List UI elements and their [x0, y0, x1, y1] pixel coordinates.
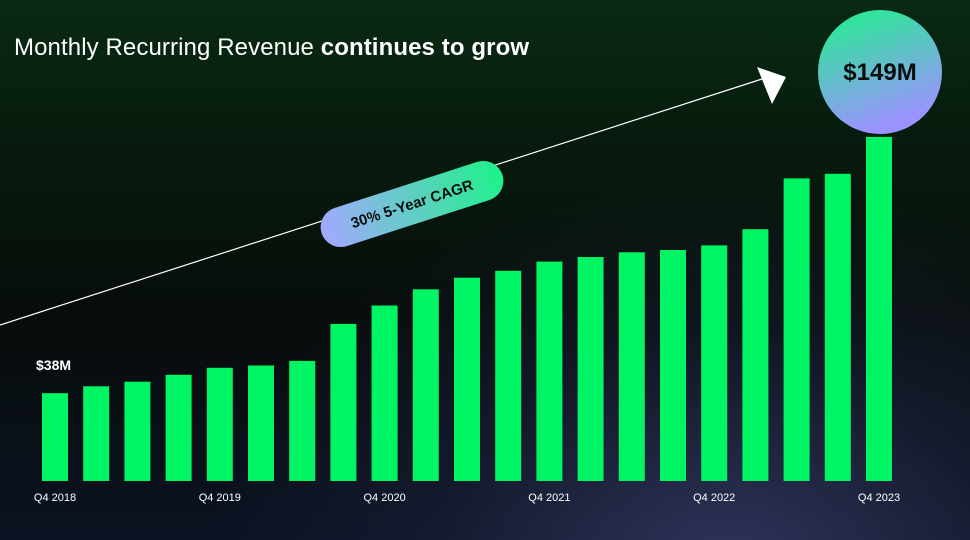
bar-q4-2020 — [371, 305, 398, 481]
bar-q3-2020 — [330, 323, 357, 481]
final-value-bubble-circle — [818, 10, 942, 134]
x-tick-label: Q4 2020 — [363, 492, 405, 504]
bar-q4-2023 — [866, 136, 892, 481]
bar-series — [42, 136, 892, 482]
x-tick-label: Q4 2021 — [528, 492, 570, 504]
first-value-label: $38M — [36, 357, 71, 373]
x-axis-ticks: Q4 2018 Q4 2019 Q4 2020 Q4 2021 Q4 2022 Q4 20… — [34, 492, 900, 504]
bar-q3-2022 — [660, 250, 686, 481]
bar-q3-2023 — [824, 173, 851, 482]
cagr-pill-background — [320, 160, 504, 248]
trend-arrow-icon — [757, 67, 786, 104]
bar-q2-2019 — [124, 381, 151, 481]
bar-q4-2022 — [701, 245, 728, 481]
title-regular: Monthly Recurring Revenue — [14, 34, 321, 61]
page-title: Monthly Recurring Revenue continues to g… — [14, 34, 529, 62]
bar-q4-2018 — [42, 393, 68, 481]
bar-q3-2019 — [165, 374, 192, 481]
x-tick-label: Q4 2023 — [858, 492, 900, 504]
x-tick-label: Q4 2018 — [34, 492, 76, 504]
bar-q1-2020 — [248, 365, 274, 481]
bar-q2-2022 — [618, 252, 645, 481]
final-value-label: $149M — [843, 59, 916, 86]
bar-q1-2019 — [83, 386, 110, 481]
bar-q3-2021 — [495, 270, 522, 481]
title-emphasis: continues to grow — [320, 34, 530, 61]
bar-q1-2022 — [577, 257, 604, 481]
bar-q2-2021 — [454, 277, 480, 481]
bar-q1-2023 — [742, 229, 769, 481]
bar-q1-2021 — [412, 289, 439, 481]
bar-q4-2021 — [536, 261, 563, 481]
bar-q4-2019 — [206, 367, 233, 481]
x-tick-label: Q4 2022 — [693, 492, 735, 504]
bar-q2-2020 — [289, 360, 316, 481]
x-tick-label: Q4 2019 — [199, 492, 241, 504]
final-value-bubble: $149M — [818, 10, 942, 134]
bar-q2-2023 — [783, 178, 810, 481]
cagr-pill: 30% 5-Year CAGR — [320, 160, 504, 248]
